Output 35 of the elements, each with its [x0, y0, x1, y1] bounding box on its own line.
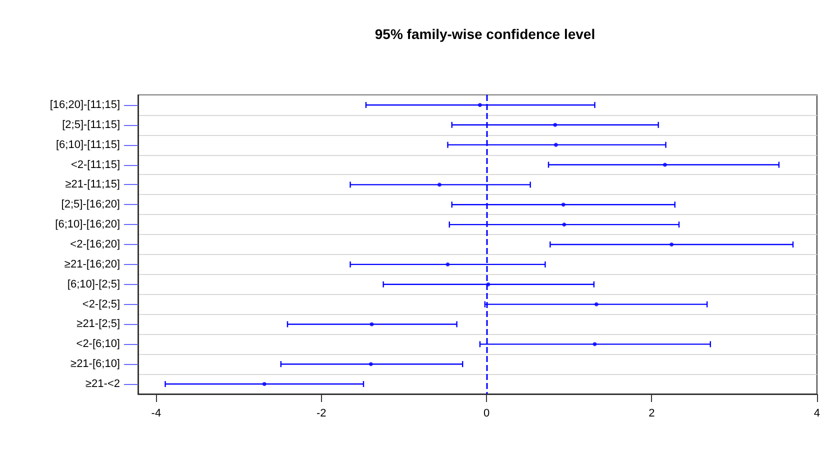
y-tick-label: <2-[6;10]: [76, 338, 120, 350]
y-tick-label: [16;20]-[11;15]: [50, 98, 120, 111]
y-tick-label: [2;5]-[11;15]: [62, 118, 120, 131]
x-tick-label: 0: [483, 408, 490, 420]
point: [594, 302, 598, 306]
y-tick-label: [6;10]-[2;5]: [67, 278, 120, 290]
point: [446, 262, 450, 266]
y-tick-label: [6;10]-[11;15]: [56, 138, 120, 151]
y-tick-label: [6;10]-[16;20]: [55, 218, 120, 231]
point: [262, 382, 266, 386]
point: [592, 342, 597, 346]
point: [368, 362, 373, 366]
y-tick-label: <2-[16;20]: [70, 238, 120, 250]
point: [478, 102, 482, 107]
y-tick-label: <2-[2;5]: [82, 298, 120, 310]
point: [561, 202, 566, 207]
point: [562, 222, 566, 227]
point: [670, 242, 674, 246]
point: [370, 322, 374, 326]
y-tick-label: [2;5]-[16;20]: [61, 198, 120, 211]
y-tick-label: ≥21-[2;5]: [76, 318, 120, 330]
y-tick-label: ≥21-[11;15]: [65, 178, 120, 191]
chart-title: 95% family-wise confidence level: [374, 26, 596, 42]
y-tick-label: ≥21-<2: [86, 378, 120, 390]
point: [437, 182, 442, 187]
x-tick-label: 2: [648, 408, 655, 420]
y-tick-label: ≥21-[6;10]: [70, 358, 120, 370]
x-tick-label: -2: [316, 408, 326, 420]
y-tick-label: ≥21-[16;20]: [64, 258, 120, 270]
x-tick-label: -4: [151, 408, 162, 420]
point: [662, 162, 667, 167]
point: [554, 142, 558, 147]
point: [553, 122, 558, 127]
x-tick-label: 4: [814, 408, 820, 420]
y-tick-label: <2-[11;15]: [70, 158, 120, 171]
